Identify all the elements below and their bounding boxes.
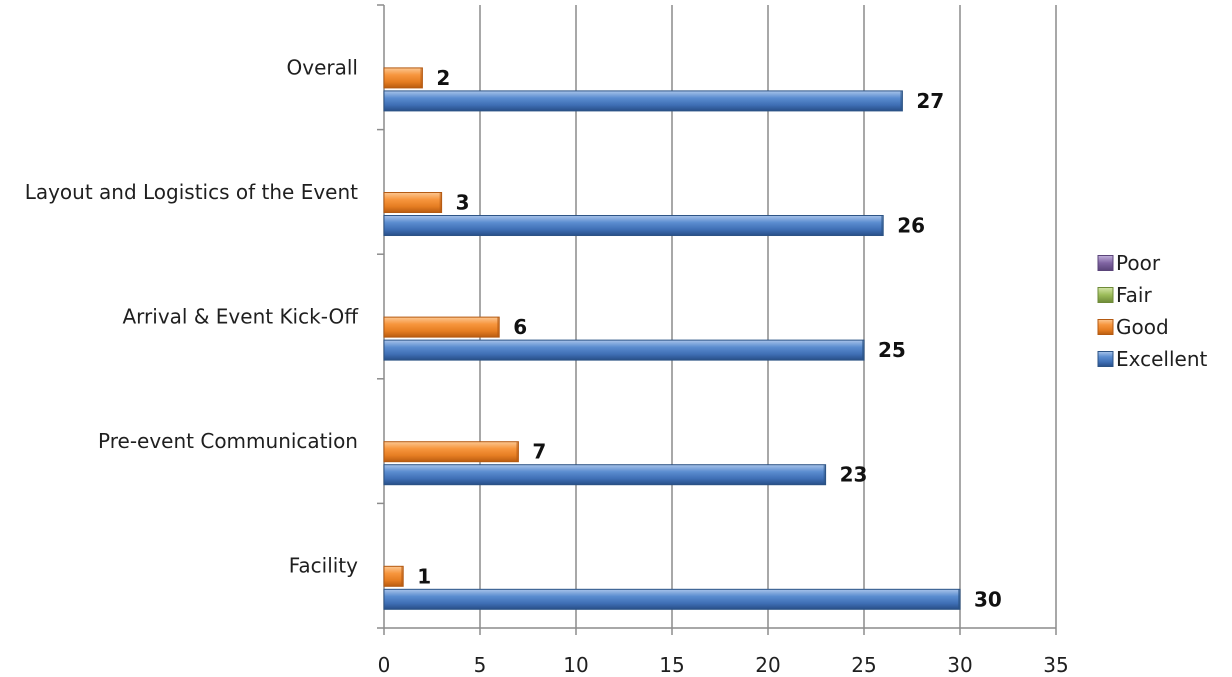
bar-good xyxy=(383,316,500,338)
data-label-excellent: 26 xyxy=(897,214,925,238)
legend: Poor Fair Good Excellent xyxy=(1097,251,1208,371)
bar-cap-good xyxy=(516,441,519,462)
x-tick-label-10: 10 xyxy=(563,653,588,677)
data-label-excellent: 23 xyxy=(840,463,868,487)
legend-swatch-poor xyxy=(1097,255,1114,271)
bar-good xyxy=(383,565,404,587)
bar-excellent xyxy=(383,339,865,361)
bar-good xyxy=(383,192,443,214)
x-tick-label-15: 15 xyxy=(659,653,684,677)
x-tick-label-30: 30 xyxy=(947,653,972,677)
legend-label-good: Good xyxy=(1116,315,1169,339)
data-label-good: 2 xyxy=(436,66,450,90)
category-label: Pre-event Communication xyxy=(98,429,358,453)
bar-cap-good xyxy=(497,317,500,338)
bar-cap-excellent xyxy=(958,589,960,610)
data-label-excellent: 30 xyxy=(974,587,1002,611)
bar-cap-good xyxy=(439,192,442,213)
x-tick-label-25: 25 xyxy=(851,653,876,677)
category-label: Arrival & Event Kick-Off xyxy=(123,305,360,329)
bar-good xyxy=(383,441,519,463)
bar-cap-excellent xyxy=(881,215,884,236)
data-label-good: 6 xyxy=(513,315,527,339)
category-label: Facility xyxy=(289,554,358,578)
bar-cap-excellent xyxy=(823,464,826,485)
bar-cap-excellent xyxy=(862,340,864,361)
data-label-excellent: 27 xyxy=(916,89,944,113)
data-label-excellent: 25 xyxy=(878,338,906,362)
category-label: Layout and Logistics of the Event xyxy=(25,180,358,204)
x-tick-label-20: 20 xyxy=(755,653,780,677)
x-tick-label-0: 0 xyxy=(378,653,391,677)
bar-excellent xyxy=(383,464,827,486)
bar-cap-good xyxy=(401,566,404,587)
data-label-good: 1 xyxy=(417,564,431,588)
legend-label-excellent: Excellent xyxy=(1116,347,1208,371)
bar-cap-good xyxy=(420,67,423,88)
bar-good xyxy=(383,67,423,89)
labels: 0 5 10 15 20 25 30 35 Facility 1 30 Pre-event Commu… xyxy=(25,55,1069,677)
data-label-good: 7 xyxy=(532,440,546,464)
bar-cap-excellent xyxy=(900,90,903,111)
bar-excellent xyxy=(383,90,903,112)
bar-excellent xyxy=(383,588,961,610)
legend-swatch-excellent xyxy=(1097,351,1114,367)
bar-excellent xyxy=(383,215,884,237)
data-label-good: 3 xyxy=(456,191,470,215)
x-tick-label-35: 35 xyxy=(1043,653,1068,677)
category-label: Overall xyxy=(287,55,358,79)
legend-swatch-fair xyxy=(1097,287,1114,303)
legend-label-poor: Poor xyxy=(1116,251,1161,275)
legend-swatch-good xyxy=(1097,319,1114,335)
legend-label-fair: Fair xyxy=(1116,283,1152,307)
x-tick-label-5: 5 xyxy=(474,653,487,677)
bars xyxy=(383,67,961,610)
